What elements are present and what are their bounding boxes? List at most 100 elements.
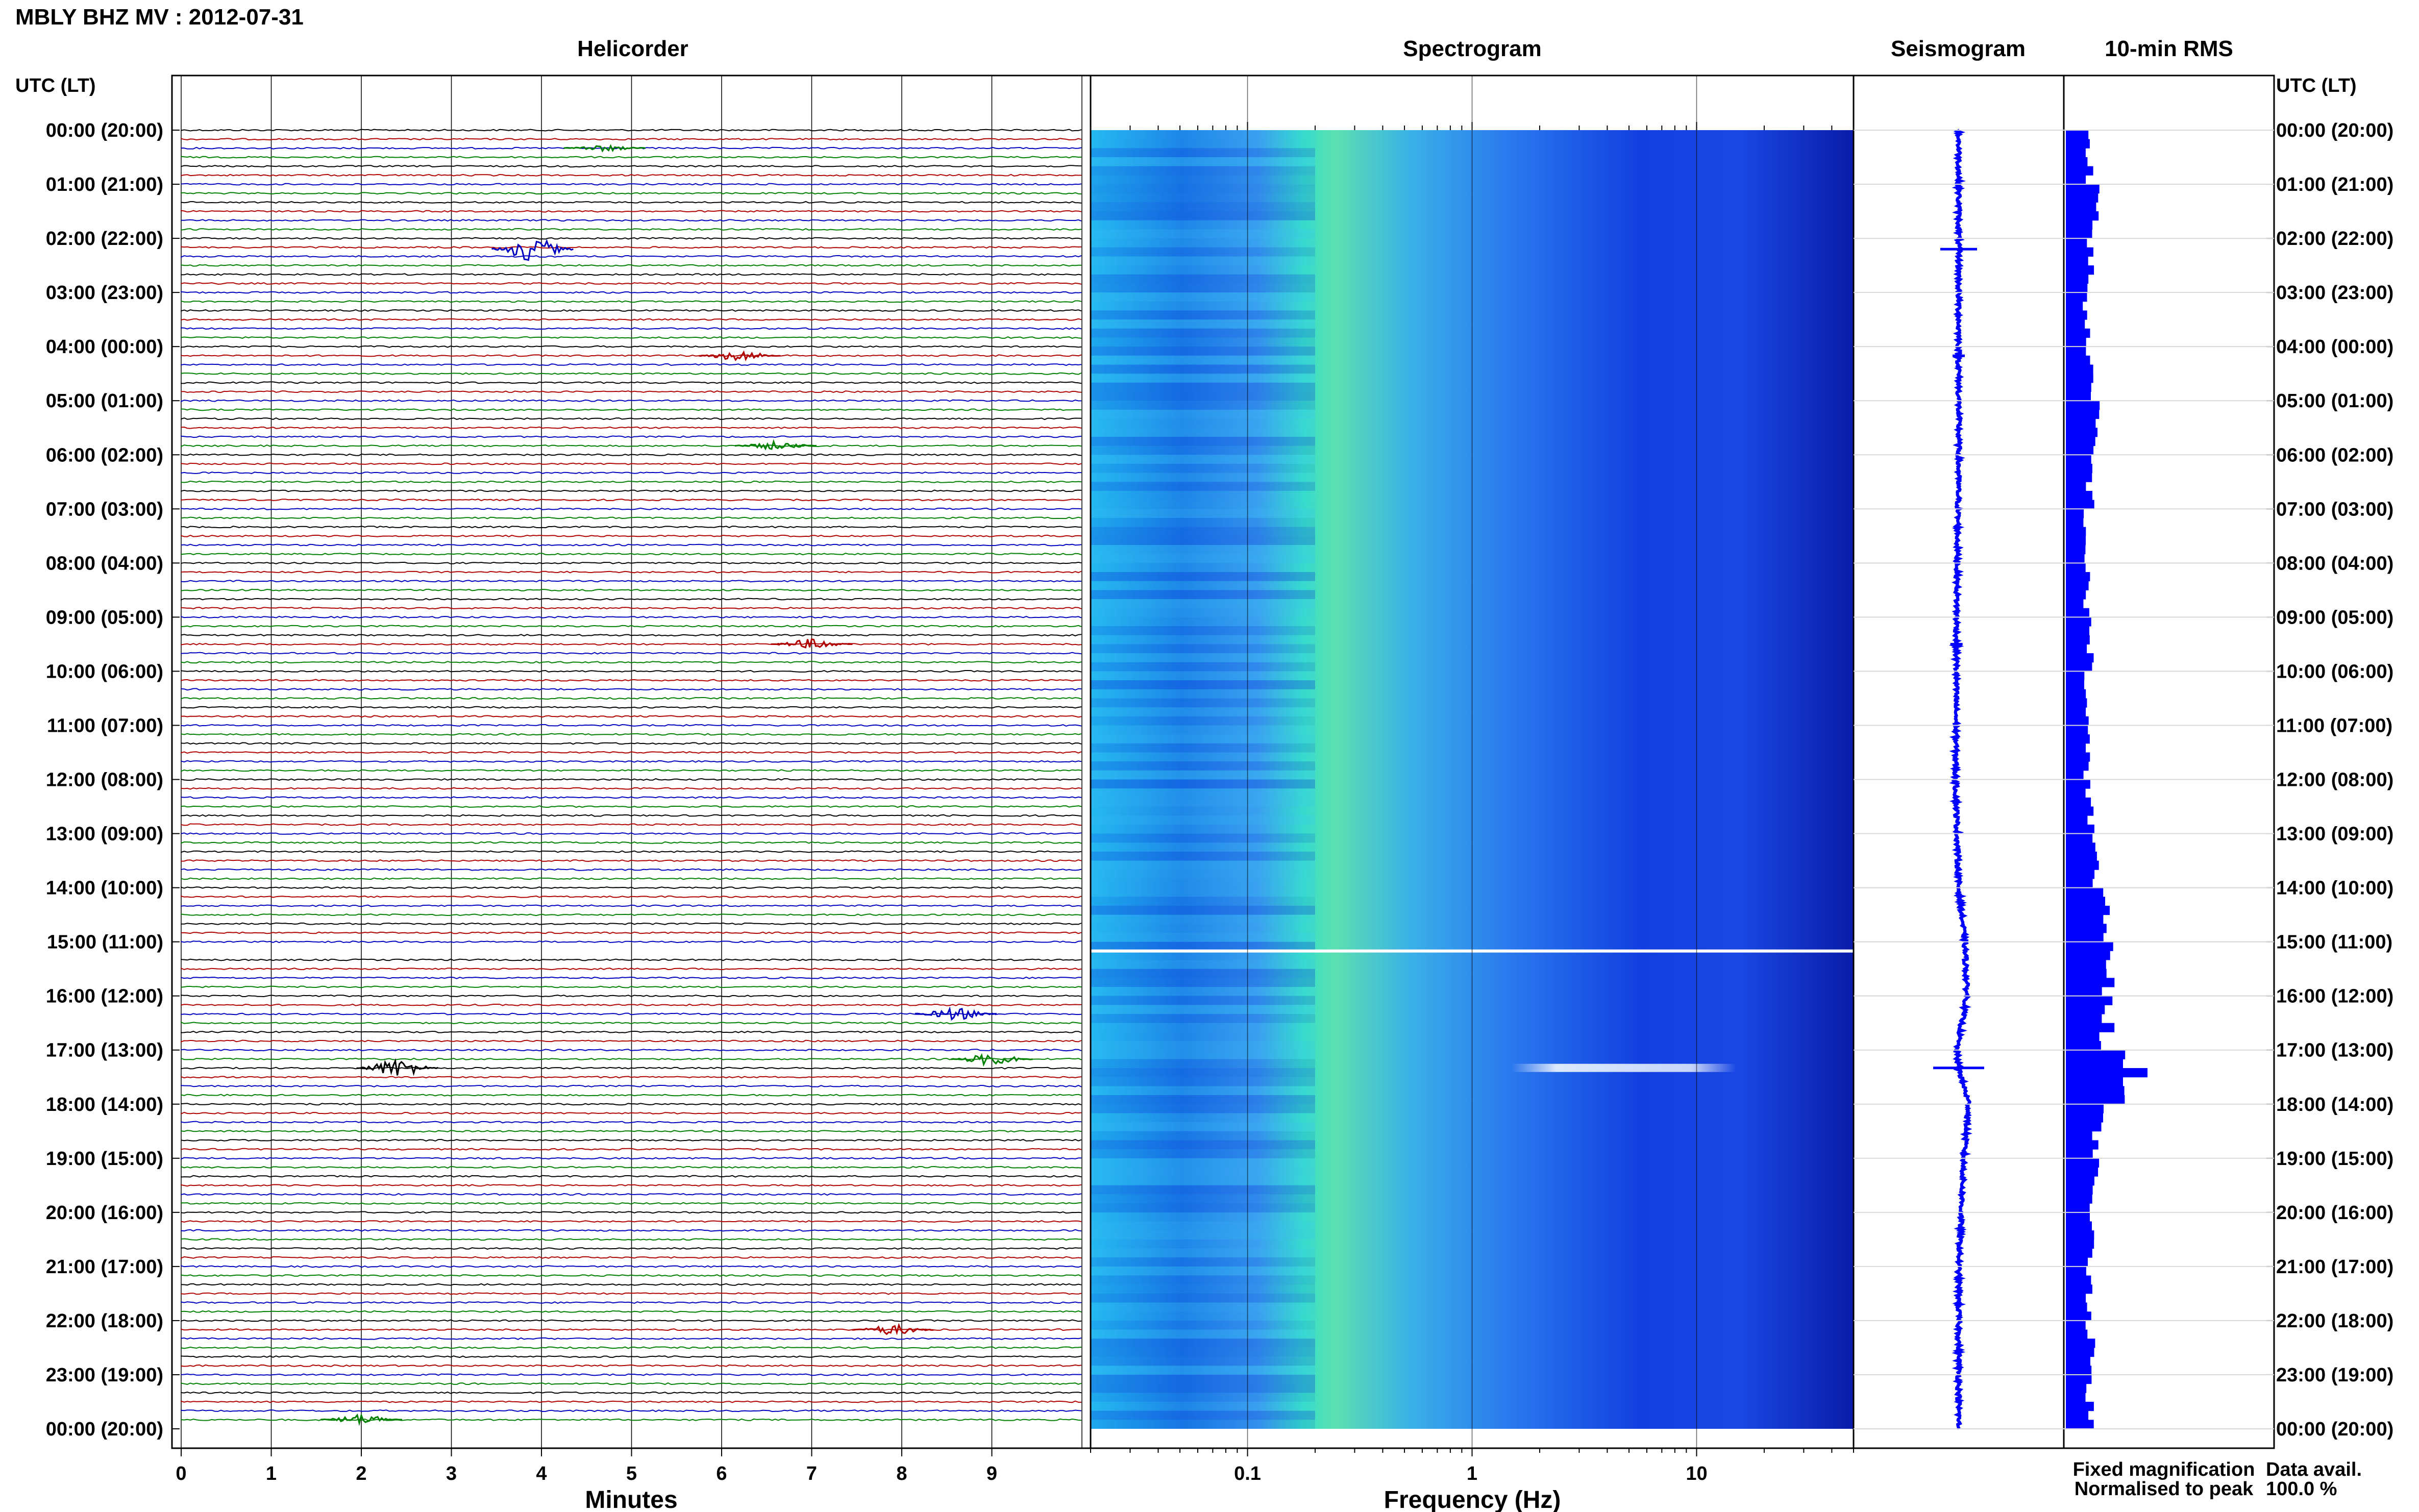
spectrogram-row: [1091, 959, 1315, 969]
rms-bar: [2066, 924, 2107, 933]
spectrogram-row: [1091, 265, 1315, 275]
helicorder-trace: [181, 291, 1082, 294]
time-tick-right: 04:00 (00:00): [2276, 336, 2393, 358]
spectrogram-x-label: Frequency (Hz): [1384, 1486, 1561, 1512]
helicorder-trace: [181, 823, 1082, 826]
rms-bar: [2066, 1122, 2102, 1132]
rms-bar: [2066, 1194, 2092, 1204]
helicorder-trace: [181, 1003, 1081, 1006]
rms-bar: [2066, 1329, 2088, 1339]
time-tick-right: 16:00 (12:00): [2276, 986, 2393, 1007]
spectrogram-row: [1091, 1158, 1315, 1168]
time-tick-left: 05:00 (01:00): [46, 390, 163, 412]
helicorder-event: [356, 1058, 439, 1076]
rms-bar: [2066, 536, 2086, 546]
rms-bar: [2066, 193, 2099, 203]
helicorder-event: [320, 1413, 402, 1426]
spectrogram-row: [1091, 319, 1315, 329]
spectrogram-row: [1091, 1230, 1315, 1240]
rms-bar: [2066, 1257, 2088, 1267]
spectrogram-row: [1091, 698, 1315, 708]
spectrogram-row: [1091, 283, 1315, 293]
rms-bar: [2066, 1068, 2148, 1078]
helicorder-trace: [181, 580, 1082, 583]
helicorder-trace: [181, 1111, 1082, 1115]
helicorder-trace: [181, 336, 1082, 339]
helicorder-trace: [181, 553, 1082, 556]
rms-bar: [2066, 490, 2092, 501]
rms-bar: [2066, 833, 2093, 843]
spectrogram-row: [1091, 1239, 1315, 1249]
spectrogram-row: [1091, 445, 1315, 455]
rms-bar: [2066, 707, 2086, 717]
spectrogram-row: [1091, 1086, 1315, 1096]
spectrogram-row: [1091, 824, 1315, 834]
data-avail-value: 100.0 %: [2266, 1478, 2337, 1500]
spectrogram-row: [1091, 310, 1315, 320]
rms-bar: [2066, 202, 2096, 212]
spectrogram-row: [1091, 1401, 1315, 1411]
rms-bar: [2066, 463, 2092, 474]
helicorder-trace: [181, 327, 1082, 330]
spectrogram-row: [1091, 346, 1315, 356]
rms-bar: [2066, 905, 2110, 915]
helicorder-trace: [181, 1121, 1082, 1124]
spectrogram-row: [1091, 202, 1315, 212]
spectrogram-row: [1091, 716, 1315, 726]
helicorder-trace: [181, 1166, 1082, 1169]
helicorder-trace: [181, 615, 1082, 618]
helicorder-x-tick-label: 7: [806, 1463, 817, 1484]
rms-bar: [2066, 1221, 2092, 1231]
spectrogram-row: [1091, 391, 1315, 401]
helicorder-event: [852, 1323, 934, 1335]
rms-bar: [2066, 788, 2086, 798]
rms-bar: [2066, 1077, 2123, 1086]
rms-bar: [2066, 986, 2102, 997]
helicorder-trace: [181, 814, 1082, 817]
rms-bar: [2066, 310, 2087, 320]
rms-bar: [2066, 166, 2093, 176]
rms-bar: [2066, 364, 2093, 374]
helicorder-trace: [181, 1030, 1082, 1033]
rms-bar: [2066, 130, 2089, 140]
rms-bar: [2066, 1266, 2086, 1276]
spectrogram-row: [1091, 482, 1315, 491]
time-tick-right: 03:00 (23:00): [2276, 282, 2393, 304]
seismogram-title: Seismogram: [1891, 36, 2026, 61]
helicorder-trace: [181, 1148, 1082, 1151]
rms-bar: [2066, 229, 2092, 239]
spectrogram-row: [1091, 608, 1315, 617]
spectrogram-row: [1091, 662, 1315, 672]
spectrogram-row: [1091, 1023, 1315, 1032]
rms-bar: [2066, 337, 2086, 347]
helicorder-trace: [181, 426, 1082, 429]
rms-bar: [2066, 1050, 2126, 1059]
spectrogram-row: [1091, 490, 1315, 500]
helicorder-trace: [181, 1021, 1082, 1025]
spectrogram-row: [1091, 1068, 1315, 1077]
spectrogram-row: [1091, 779, 1315, 789]
legend-normalised: Normalised to peak: [2075, 1478, 2254, 1500]
spectrogram-row: [1091, 1050, 1315, 1059]
helicorder-trace: [181, 1301, 1082, 1304]
helicorder-trace: [181, 778, 1082, 781]
helicorder-trace: [181, 309, 1082, 312]
time-tick-left: 09:00 (05:00): [46, 607, 163, 628]
rms-bar: [2066, 283, 2088, 293]
rms-bar: [2066, 851, 2097, 861]
spectrogram-row: [1091, 725, 1315, 735]
helicorder-event: [771, 638, 853, 649]
spectrogram-row: [1091, 374, 1315, 383]
spectrogram-row: [1091, 409, 1315, 419]
helicorder-trace: [181, 769, 1082, 772]
spectrogram-row: [1091, 653, 1315, 662]
spectrogram-row: [1091, 148, 1315, 158]
time-tick-right: 17:00 (13:00): [2276, 1040, 2393, 1061]
helicorder-trace: [181, 985, 1082, 988]
time-tick-right: 15:00 (11:00): [2276, 932, 2392, 953]
spectrogram-row: [1091, 1212, 1315, 1222]
helicorder-x-label: Minutes: [585, 1486, 677, 1512]
spectrogram-row: [1091, 1104, 1315, 1113]
spectrogram-row: [1091, 301, 1315, 311]
spectrogram-row: [1091, 1032, 1315, 1042]
